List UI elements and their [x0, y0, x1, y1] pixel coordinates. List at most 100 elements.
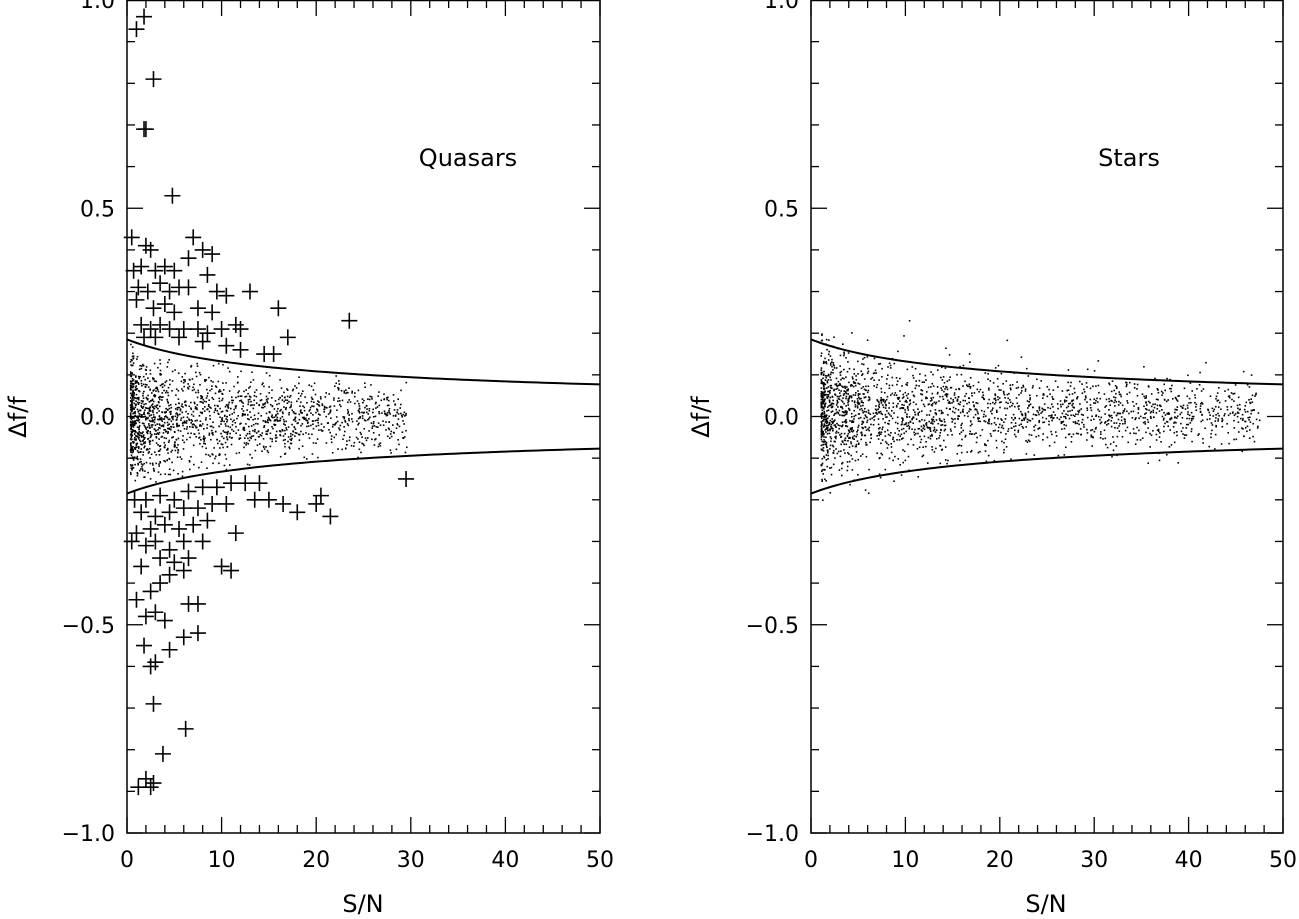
stars-data-point: [1227, 388, 1230, 391]
quasars-data-point: [211, 385, 213, 387]
stars-data-point: [1237, 421, 1240, 423]
quasars-data-point: [198, 436, 201, 439]
stars-data-point: [1051, 403, 1053, 406]
quasars-data-point: [143, 416, 145, 418]
stars-data-point: [948, 379, 951, 381]
stars-data-point: [917, 412, 919, 415]
quasars-data-point: [145, 403, 147, 405]
stars-data-point: [845, 391, 847, 394]
stars-data-point: [917, 476, 919, 478]
stars-data-point: [845, 419, 847, 421]
quasars-data-point: [137, 462, 139, 465]
quasars-data-point: [146, 412, 149, 415]
quasars-data-point: [141, 443, 143, 446]
quasars-data-point: [204, 406, 206, 408]
stars-data-point: [849, 385, 852, 387]
quasars-data-point: [288, 446, 290, 448]
stars-data-point: [919, 373, 921, 375]
quasars-data-point: [186, 420, 188, 422]
quasars-data-point: [130, 421, 132, 424]
stars-data-point: [844, 452, 846, 454]
stars-data-point: [966, 451, 968, 453]
stars-data-point: [1236, 415, 1239, 418]
stars-data-point: [1250, 398, 1252, 400]
quasars-data-point: [142, 435, 145, 438]
stars-data-point: [878, 379, 880, 381]
quasars-variable-point: [139, 283, 156, 300]
stars-data-point: [841, 385, 843, 388]
stars-data-point: [829, 467, 831, 469]
stars-data-point: [867, 399, 870, 402]
stars-data-point: [840, 378, 842, 381]
quasars-data-point: [171, 390, 173, 392]
quasars-data-point: [371, 427, 373, 429]
quasars-data-point: [405, 381, 408, 384]
quasars-data-point: [294, 435, 296, 437]
quasars-data-point: [143, 442, 145, 445]
stars-data-point: [1010, 421, 1013, 424]
quasars-data-point: [300, 430, 302, 433]
stars-data-point: [1027, 439, 1030, 441]
stars-data-point: [896, 397, 899, 399]
quasars-variable-point: [137, 121, 154, 138]
stars-data-point: [1071, 393, 1074, 395]
quasars-data-point: [195, 426, 197, 429]
quasars-data-point: [297, 422, 299, 424]
stars-data-point: [927, 427, 929, 429]
stars-data-point: [820, 369, 823, 371]
stars-data-point: [996, 378, 999, 380]
stars-data-point: [902, 396, 905, 398]
stars-data-point: [1244, 427, 1247, 429]
quasars-data-point: [263, 426, 265, 428]
stars-data-point: [1257, 412, 1260, 414]
stars-data-point: [881, 398, 883, 401]
quasars-data-point: [237, 415, 239, 417]
stars-data-point: [931, 446, 933, 448]
quasars-data-point: [137, 375, 140, 378]
quasars-data-point: [131, 423, 133, 426]
stars-data-point: [1018, 394, 1020, 396]
stars-data-point: [1055, 431, 1057, 433]
stars-data-point: [1187, 423, 1190, 426]
stars-data-point: [1233, 438, 1235, 441]
stars-data-point: [841, 377, 844, 379]
quasars-data-point: [294, 418, 296, 421]
quasars-data-point: [134, 479, 137, 482]
quasars-data-point: [317, 456, 319, 459]
quasars-data-point: [252, 407, 255, 410]
stars-data-point: [1214, 448, 1216, 450]
quasars-data-point: [355, 436, 358, 439]
stars-data-point: [1251, 409, 1254, 412]
quasars-data-point: [140, 400, 143, 402]
stars-data-point: [957, 403, 960, 405]
stars-data-point: [904, 411, 907, 414]
stars-data-point: [917, 408, 919, 410]
quasars-data-point: [183, 401, 186, 403]
stars-lower-envelope-curve: [810, 447, 1284, 495]
stars-data-point: [974, 408, 977, 410]
stars-data-point: [862, 386, 865, 388]
quasars-data-point: [182, 416, 185, 419]
quasars-data-point: [186, 428, 188, 430]
quasars-data-point: [317, 417, 320, 420]
quasars-data-point: [231, 424, 234, 426]
stars-data-point: [930, 421, 933, 424]
stars-data-point: [1169, 378, 1171, 381]
stars-data-point: [929, 435, 932, 437]
stars-data-point: [822, 425, 825, 428]
quasars-data-point: [288, 396, 291, 398]
stars-data-point: [922, 424, 925, 426]
stars-data-point: [1179, 413, 1181, 416]
quasars-data-point: [326, 407, 328, 409]
quasars-data-point: [235, 396, 237, 399]
stars-data-point: [851, 420, 853, 422]
quasars-data-point: [198, 415, 201, 417]
quasars-data-point: [221, 443, 224, 446]
quasars-data-point: [132, 459, 135, 461]
quasars-data-point: [140, 406, 143, 408]
quasars-data-point: [130, 427, 132, 429]
quasars-data-point: [348, 418, 350, 420]
stars-data-point: [942, 385, 945, 388]
stars-data-point: [1168, 446, 1171, 448]
quasars-data-point: [326, 422, 329, 424]
